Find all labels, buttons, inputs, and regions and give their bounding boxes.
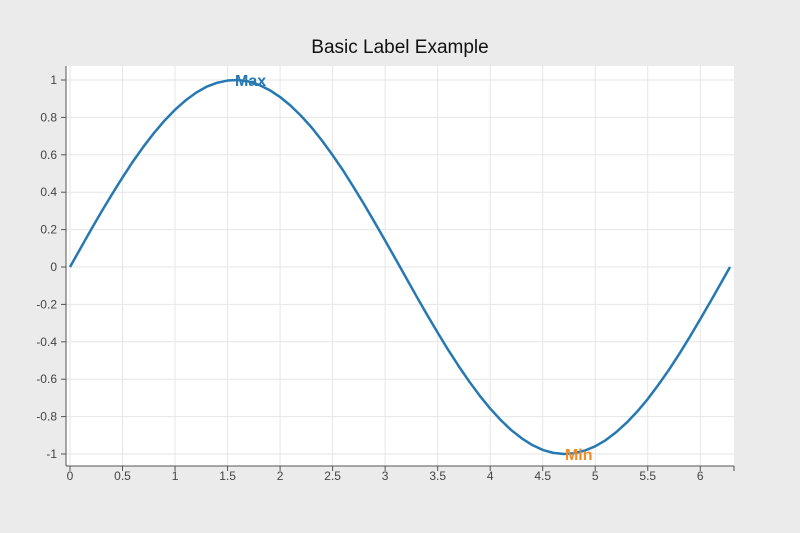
annotation-max: Max	[235, 73, 266, 90]
x-tick-label: 3.5	[429, 469, 446, 483]
axes: 0 0.5 1 1.5 2 2.5 3 3.5 4 4.5 5 5.5 610.80.60.40.20-…	[36, 66, 735, 483]
y-tick-label: 0.2	[40, 223, 57, 237]
x-tick-label: 4.5	[534, 469, 551, 483]
x-tick-label: 2	[277, 469, 284, 483]
x-tick-label: 1.5	[219, 469, 236, 483]
series-layer	[68, 78, 732, 456]
y-tick-label: -0.6	[36, 372, 57, 386]
x-tick-label: 6	[697, 469, 704, 483]
y-tick-label: -0.8	[36, 410, 57, 424]
y-tick-label: -0.2	[36, 297, 57, 311]
x-tick-label: 2.5	[324, 469, 341, 483]
y-tick-label: 1	[50, 73, 57, 87]
annotations: Max Min	[235, 73, 592, 464]
x-tick-label: 1	[172, 469, 179, 483]
y-tick-label: -1	[46, 447, 57, 461]
x-tick-label: 4	[487, 469, 494, 483]
sine-series-line	[68, 78, 732, 456]
x-tick-label: 5	[592, 469, 599, 483]
y-tick-label: -0.4	[36, 335, 57, 349]
grid-lines	[66, 66, 734, 466]
x-tick-label: 5.5	[639, 469, 656, 483]
annotation-min: Min	[565, 447, 593, 464]
chart-title: Basic Label Example	[311, 37, 488, 58]
y-tick-label: 0.6	[40, 148, 57, 162]
y-tick-label: 0	[50, 260, 57, 274]
x-tick-label: 0	[67, 469, 74, 483]
x-tick-label: 0.5	[114, 469, 131, 483]
y-tick-label: 0.8	[40, 110, 57, 124]
x-tick-label: 3	[382, 469, 389, 483]
y-tick-label: 0.4	[40, 185, 57, 199]
